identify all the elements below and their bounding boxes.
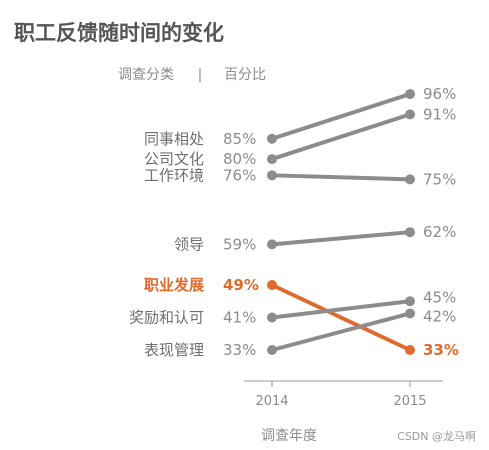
series-line	[270, 299, 412, 320]
value-label-2014: 85%	[223, 130, 256, 148]
series-1: 公司文化 80% 91%	[144, 105, 456, 168]
subtitle-percent: 百分比	[224, 67, 266, 83]
x-tick-label-2015: 2015	[393, 394, 426, 409]
value-label-2014: 59%	[223, 235, 256, 253]
series-5: 奖励和认可 41% 45%	[129, 288, 456, 326]
series-4: 职业发展 49% 33%	[144, 276, 459, 359]
series-line	[270, 112, 412, 162]
point-2015	[405, 345, 415, 355]
series-line	[270, 311, 412, 352]
point-2015	[405, 227, 415, 238]
subtitle-category: 调查分类	[118, 67, 174, 83]
point-2014	[267, 154, 277, 165]
value-label-2015: 96%	[423, 85, 456, 103]
point-2014	[267, 133, 277, 144]
series-2: 工作环境 76% 75%	[144, 166, 456, 188]
point-2014	[267, 312, 277, 323]
series-layer: 同事相处 85% 96% 公司文化 80% 91% 工作环境 76% 75% 领导 59% 62% 职业…	[129, 85, 459, 359]
category-label: 表现管理	[144, 341, 204, 359]
point-2015	[405, 308, 415, 319]
series-line	[270, 283, 412, 352]
series-line	[270, 230, 412, 247]
series-0: 同事相处 85% 96%	[144, 85, 456, 148]
point-2015	[405, 174, 415, 185]
x-axis-title: 调查年度	[261, 428, 317, 444]
chart-title: 职工反馈随时间的变化	[14, 21, 224, 45]
point-2015	[405, 296, 415, 307]
series-6: 表现管理 33% 42%	[144, 307, 456, 359]
category-label: 奖励和认可	[129, 309, 204, 327]
value-label-2015: 75%	[423, 170, 456, 188]
point-2014	[267, 239, 277, 250]
value-label-2014: 49%	[223, 276, 259, 294]
category-label: 同事相处	[144, 130, 204, 148]
value-label-2015: 91%	[423, 105, 456, 123]
value-label-2014: 80%	[223, 150, 256, 168]
value-label-2015: 42%	[423, 307, 456, 325]
value-label-2014: 41%	[223, 309, 256, 327]
value-label-2015: 33%	[423, 341, 459, 359]
value-label-2014: 76%	[223, 166, 256, 184]
category-label: 职业发展	[144, 276, 204, 294]
subtitle-separator: |	[198, 67, 203, 83]
watermark: CSDN @龙马啊	[397, 430, 476, 443]
series-line	[270, 92, 412, 141]
category-label: 领导	[174, 235, 204, 253]
series-line	[270, 173, 412, 182]
x-tick-label-2014: 2014	[255, 394, 288, 409]
point-2015	[405, 89, 415, 100]
value-label-2015: 62%	[423, 223, 456, 241]
series-3: 领导 59% 62%	[174, 223, 456, 253]
point-2014	[267, 345, 277, 355]
value-label-2015: 45%	[423, 288, 456, 306]
point-2014	[267, 280, 277, 290]
point-2014	[267, 170, 277, 181]
category-label: 公司文化	[144, 150, 204, 168]
category-label: 工作环境	[144, 166, 204, 184]
value-label-2014: 33%	[223, 341, 256, 359]
point-2015	[405, 109, 415, 120]
